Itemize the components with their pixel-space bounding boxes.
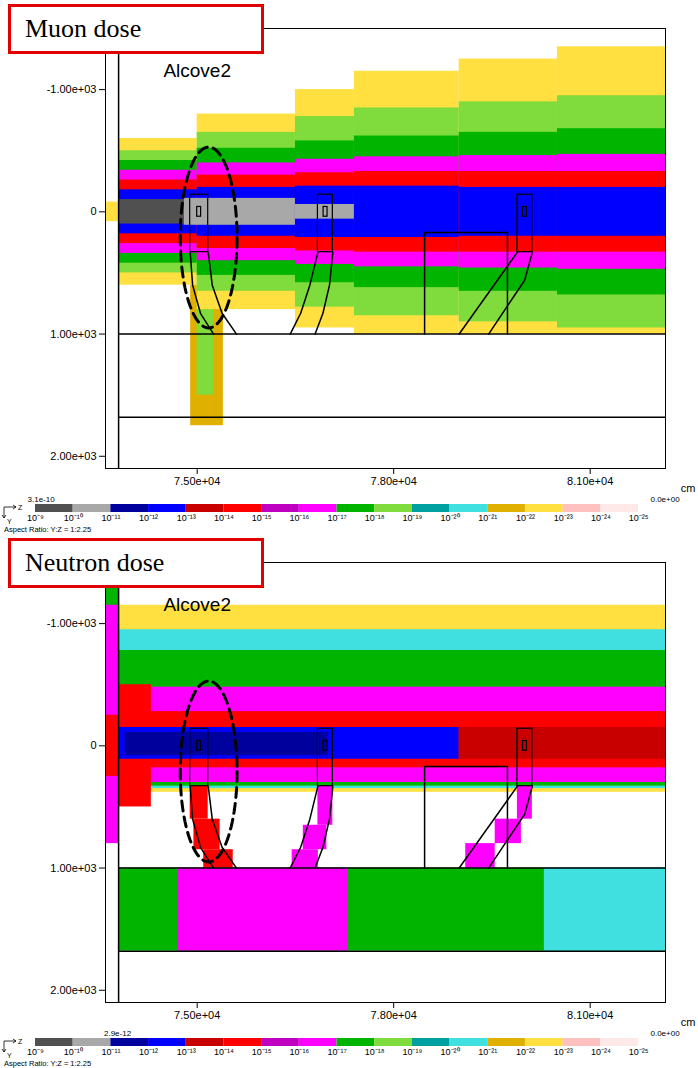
svg-text:8.10e+04: 8.10e+04 (567, 1009, 613, 1021)
svg-text:10⁻⁹: 10⁻⁹ (27, 1047, 44, 1057)
svg-text:10⁻¹⁶: 10⁻¹⁶ (289, 513, 309, 523)
svg-text:2.00e+03: 2.00e+03 (50, 984, 96, 996)
svg-text:7.80e+04: 7.80e+04 (371, 1009, 417, 1021)
svg-text:10⁻¹³: 10⁻¹³ (177, 1047, 196, 1057)
svg-text:10⁻¹²: 10⁻¹² (139, 513, 158, 523)
svg-text:8.10e+04: 8.10e+04 (567, 475, 613, 487)
svg-text:10⁻²⁴: 10⁻²⁴ (591, 513, 611, 523)
svg-text:10⁻¹⁷: 10⁻¹⁷ (327, 513, 346, 523)
svg-text:10⁻²⁴: 10⁻²⁴ (591, 1047, 611, 1057)
html-text:Aspect Ratio: Y:Z = 1:2.25: Aspect Ratio: Y:Z = 1:2.25 (4, 525, 92, 534)
svg-text:Alcove2: Alcove2 (163, 594, 231, 615)
svg-text:3.1e-10: 3.1e-10 (28, 495, 56, 504)
svg-text:10⁻²⁰: 10⁻²⁰ (441, 1047, 460, 1057)
svg-text:10⁻¹⁶: 10⁻¹⁶ (289, 1047, 309, 1057)
svg-text:0: 0 (90, 739, 96, 751)
svg-text:10⁻¹²: 10⁻¹² (139, 1047, 158, 1057)
svg-text:2.9e-12: 2.9e-12 (104, 1029, 132, 1038)
svg-text:10⁻²¹: 10⁻²¹ (478, 513, 497, 523)
svg-text:10⁻²⁵: 10⁻²⁵ (629, 513, 649, 523)
svg-text:Z: Z (18, 1038, 23, 1045)
svg-text:10⁻¹⁵: 10⁻¹⁵ (252, 1047, 272, 1057)
svg-text:Alcove2: Alcove2 (163, 60, 231, 81)
svg-text:cm: cm (681, 482, 696, 494)
svg-text:10⁻¹¹: 10⁻¹¹ (101, 1047, 120, 1057)
html-text:Aspect Ratio: Y:Z = 1:2.25: Aspect Ratio: Y:Z = 1:2.25 (4, 1059, 92, 1068)
svg-text:1.00e+03: 1.00e+03 (50, 862, 96, 874)
svg-text:0.0e+00: 0.0e+00 (651, 1029, 681, 1038)
svg-text:Y: Y (7, 518, 12, 525)
svg-text:10⁻¹³: 10⁻¹³ (177, 513, 196, 523)
svg-text:10⁻²⁵: 10⁻²⁵ (629, 1047, 649, 1057)
svg-text:10⁻¹⁰: 10⁻¹⁰ (64, 1047, 83, 1057)
html-text:Neutron dose: Neutron dose (25, 548, 165, 577)
svg-text:10⁻¹¹: 10⁻¹¹ (101, 513, 120, 523)
svg-text:10⁻¹⁸: 10⁻¹⁸ (365, 1047, 385, 1057)
svg-text:10⁻²¹: 10⁻²¹ (478, 1047, 497, 1057)
svg-text:10⁻¹⁴: 10⁻¹⁴ (214, 513, 234, 523)
svg-text:10⁻¹⁹: 10⁻¹⁹ (402, 1047, 422, 1057)
svg-text:7.80e+04: 7.80e+04 (371, 475, 417, 487)
svg-text:10⁻¹⁷: 10⁻¹⁷ (327, 1047, 346, 1057)
svg-text:10⁻²²: 10⁻²² (516, 513, 535, 523)
svg-text:10⁻²⁰: 10⁻²⁰ (441, 513, 460, 523)
svg-text:2.00e+03: 2.00e+03 (50, 450, 96, 462)
svg-text:10⁻¹⁸: 10⁻¹⁸ (365, 513, 385, 523)
svg-text:10⁻²²: 10⁻²² (516, 1047, 535, 1057)
svg-text:0: 0 (90, 205, 96, 217)
svg-text:10⁻²³: 10⁻²³ (554, 1047, 573, 1057)
svg-text:10⁻⁹: 10⁻⁹ (27, 513, 44, 523)
svg-text:1.00e+03: 1.00e+03 (50, 328, 96, 340)
svg-text:10⁻¹⁴: 10⁻¹⁴ (214, 1047, 234, 1057)
svg-text:Y: Y (7, 1052, 12, 1059)
svg-text:7.50e+04: 7.50e+04 (174, 1009, 220, 1021)
svg-text:0.0e+00: 0.0e+00 (651, 495, 681, 504)
svg-text:-1.00e+03: -1.00e+03 (47, 83, 97, 95)
svg-text:-1.00e+03: -1.00e+03 (47, 617, 97, 629)
html-text:Muon dose: Muon dose (25, 14, 142, 43)
svg-text:10⁻¹⁹: 10⁻¹⁹ (402, 513, 422, 523)
svg-text:10⁻¹⁰: 10⁻¹⁰ (64, 513, 83, 523)
svg-text:cm: cm (681, 1016, 696, 1028)
svg-text:Z: Z (18, 504, 23, 511)
svg-text:10⁻²³: 10⁻²³ (554, 513, 573, 523)
svg-text:10⁻¹⁵: 10⁻¹⁵ (252, 513, 272, 523)
svg-text:7.50e+04: 7.50e+04 (174, 475, 220, 487)
